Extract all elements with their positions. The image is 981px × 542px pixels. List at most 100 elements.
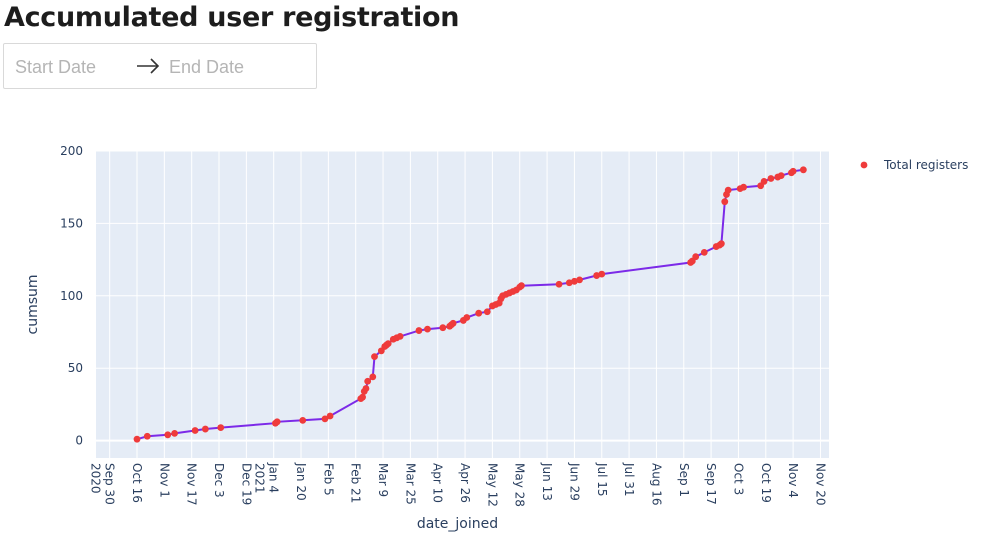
data-point (384, 340, 392, 347)
data-point (326, 412, 334, 420)
arrow-right-icon (135, 53, 161, 79)
x-tick-label: May 12 (485, 463, 499, 507)
series-line (136, 168, 804, 441)
date-range-picker[interactable] (3, 43, 317, 89)
data-point (565, 279, 573, 287)
data-point (272, 419, 279, 427)
y-tick-label: 150 (60, 216, 83, 230)
data-point (700, 248, 708, 256)
data-point (389, 335, 397, 343)
x-tick-label: Dec 3 (212, 463, 226, 498)
data-point (424, 325, 431, 333)
data-point (788, 169, 795, 177)
data-point (364, 377, 372, 385)
data-point (712, 243, 720, 250)
data-point (692, 253, 700, 261)
data-point (371, 353, 378, 361)
data-point (415, 327, 423, 334)
data-point (393, 334, 401, 342)
data-point (789, 167, 797, 175)
data-point (299, 416, 307, 424)
data-point (509, 288, 517, 295)
data-point (143, 432, 151, 440)
x-tick-label: Apr 26 (458, 463, 472, 503)
data-point (463, 314, 471, 321)
data-point (555, 280, 563, 288)
data-point (217, 424, 225, 431)
x-tick-year-label: 2021 (253, 463, 267, 494)
page-title: Accumulated user registration (4, 2, 460, 33)
data-point (492, 301, 500, 308)
x-tick-year-label: 2020 (89, 463, 103, 494)
data-point (164, 431, 172, 439)
start-date-input[interactable] (15, 55, 125, 79)
data-point (495, 299, 503, 307)
data-point (576, 276, 583, 284)
data-point (506, 289, 513, 297)
data-point (449, 319, 457, 327)
data-point (593, 272, 601, 279)
data-point (377, 347, 385, 355)
x-tick-label: Aug 16 (649, 463, 663, 506)
x-tick-label: Jun 29 (567, 462, 581, 501)
x-tick-label: Jul 15 (595, 462, 609, 497)
data-point (191, 427, 199, 434)
x-tick-label: Nov 4 (786, 463, 800, 498)
data-point (321, 415, 329, 423)
data-point (598, 270, 606, 278)
data-point (767, 175, 775, 182)
data-point (516, 283, 524, 291)
legend-marker (860, 161, 868, 169)
x-tick-label: Sep 17 (704, 463, 718, 505)
data-point (724, 186, 732, 194)
y-tick-label: 50 (68, 361, 83, 375)
y-tick-label: 0 (75, 434, 83, 448)
data-point (571, 277, 578, 285)
data-point (687, 259, 695, 266)
data-point (717, 240, 725, 248)
x-tick-label: Nov 1 (157, 463, 171, 498)
y-tick-label: 200 (60, 144, 83, 158)
plot-area (96, 151, 829, 458)
x-tick-label: Sep 1 (677, 463, 691, 497)
data-point (489, 302, 496, 310)
x-tick-label: Mar 25 (403, 463, 417, 505)
data-point (383, 341, 390, 349)
data-point (760, 178, 768, 185)
end-date-input[interactable] (169, 55, 279, 79)
x-tick-label: Nov 20 (813, 463, 827, 506)
data-point (688, 257, 696, 265)
data-point (740, 183, 747, 191)
data-point (171, 429, 178, 437)
data-point (357, 395, 365, 403)
data-point (475, 309, 483, 317)
data-point (716, 241, 724, 249)
data-point (723, 191, 730, 198)
x-tick-label: Jul 31 (622, 462, 636, 497)
data-point (273, 418, 281, 426)
data-point (512, 286, 520, 294)
data-point (359, 393, 366, 401)
data-point (799, 166, 807, 174)
data-point (459, 317, 467, 324)
data-point (777, 172, 785, 180)
x-tick-label: Feb 21 (349, 463, 363, 503)
x-tick-label: May 28 (513, 463, 527, 507)
data-point (757, 182, 765, 190)
x-tick-label: Oct 3 (731, 463, 745, 495)
y-tick-label: 100 (60, 289, 83, 303)
data-point (362, 385, 370, 392)
data-point (483, 308, 491, 316)
data-point (502, 290, 510, 298)
data-point (369, 373, 377, 381)
x-tick-label: Jan 4 (267, 462, 281, 493)
x-tick-label: Sep 30 (103, 463, 117, 505)
data-point (497, 295, 505, 303)
x-tick-label: Jun 13 (540, 462, 554, 501)
data-point (381, 343, 389, 350)
legend-label: Total registers (883, 158, 968, 172)
x-tick-label: Oct 16 (130, 463, 144, 503)
x-tick-label: Oct 19 (759, 463, 773, 503)
data-point (360, 387, 368, 395)
data-point (736, 185, 744, 193)
